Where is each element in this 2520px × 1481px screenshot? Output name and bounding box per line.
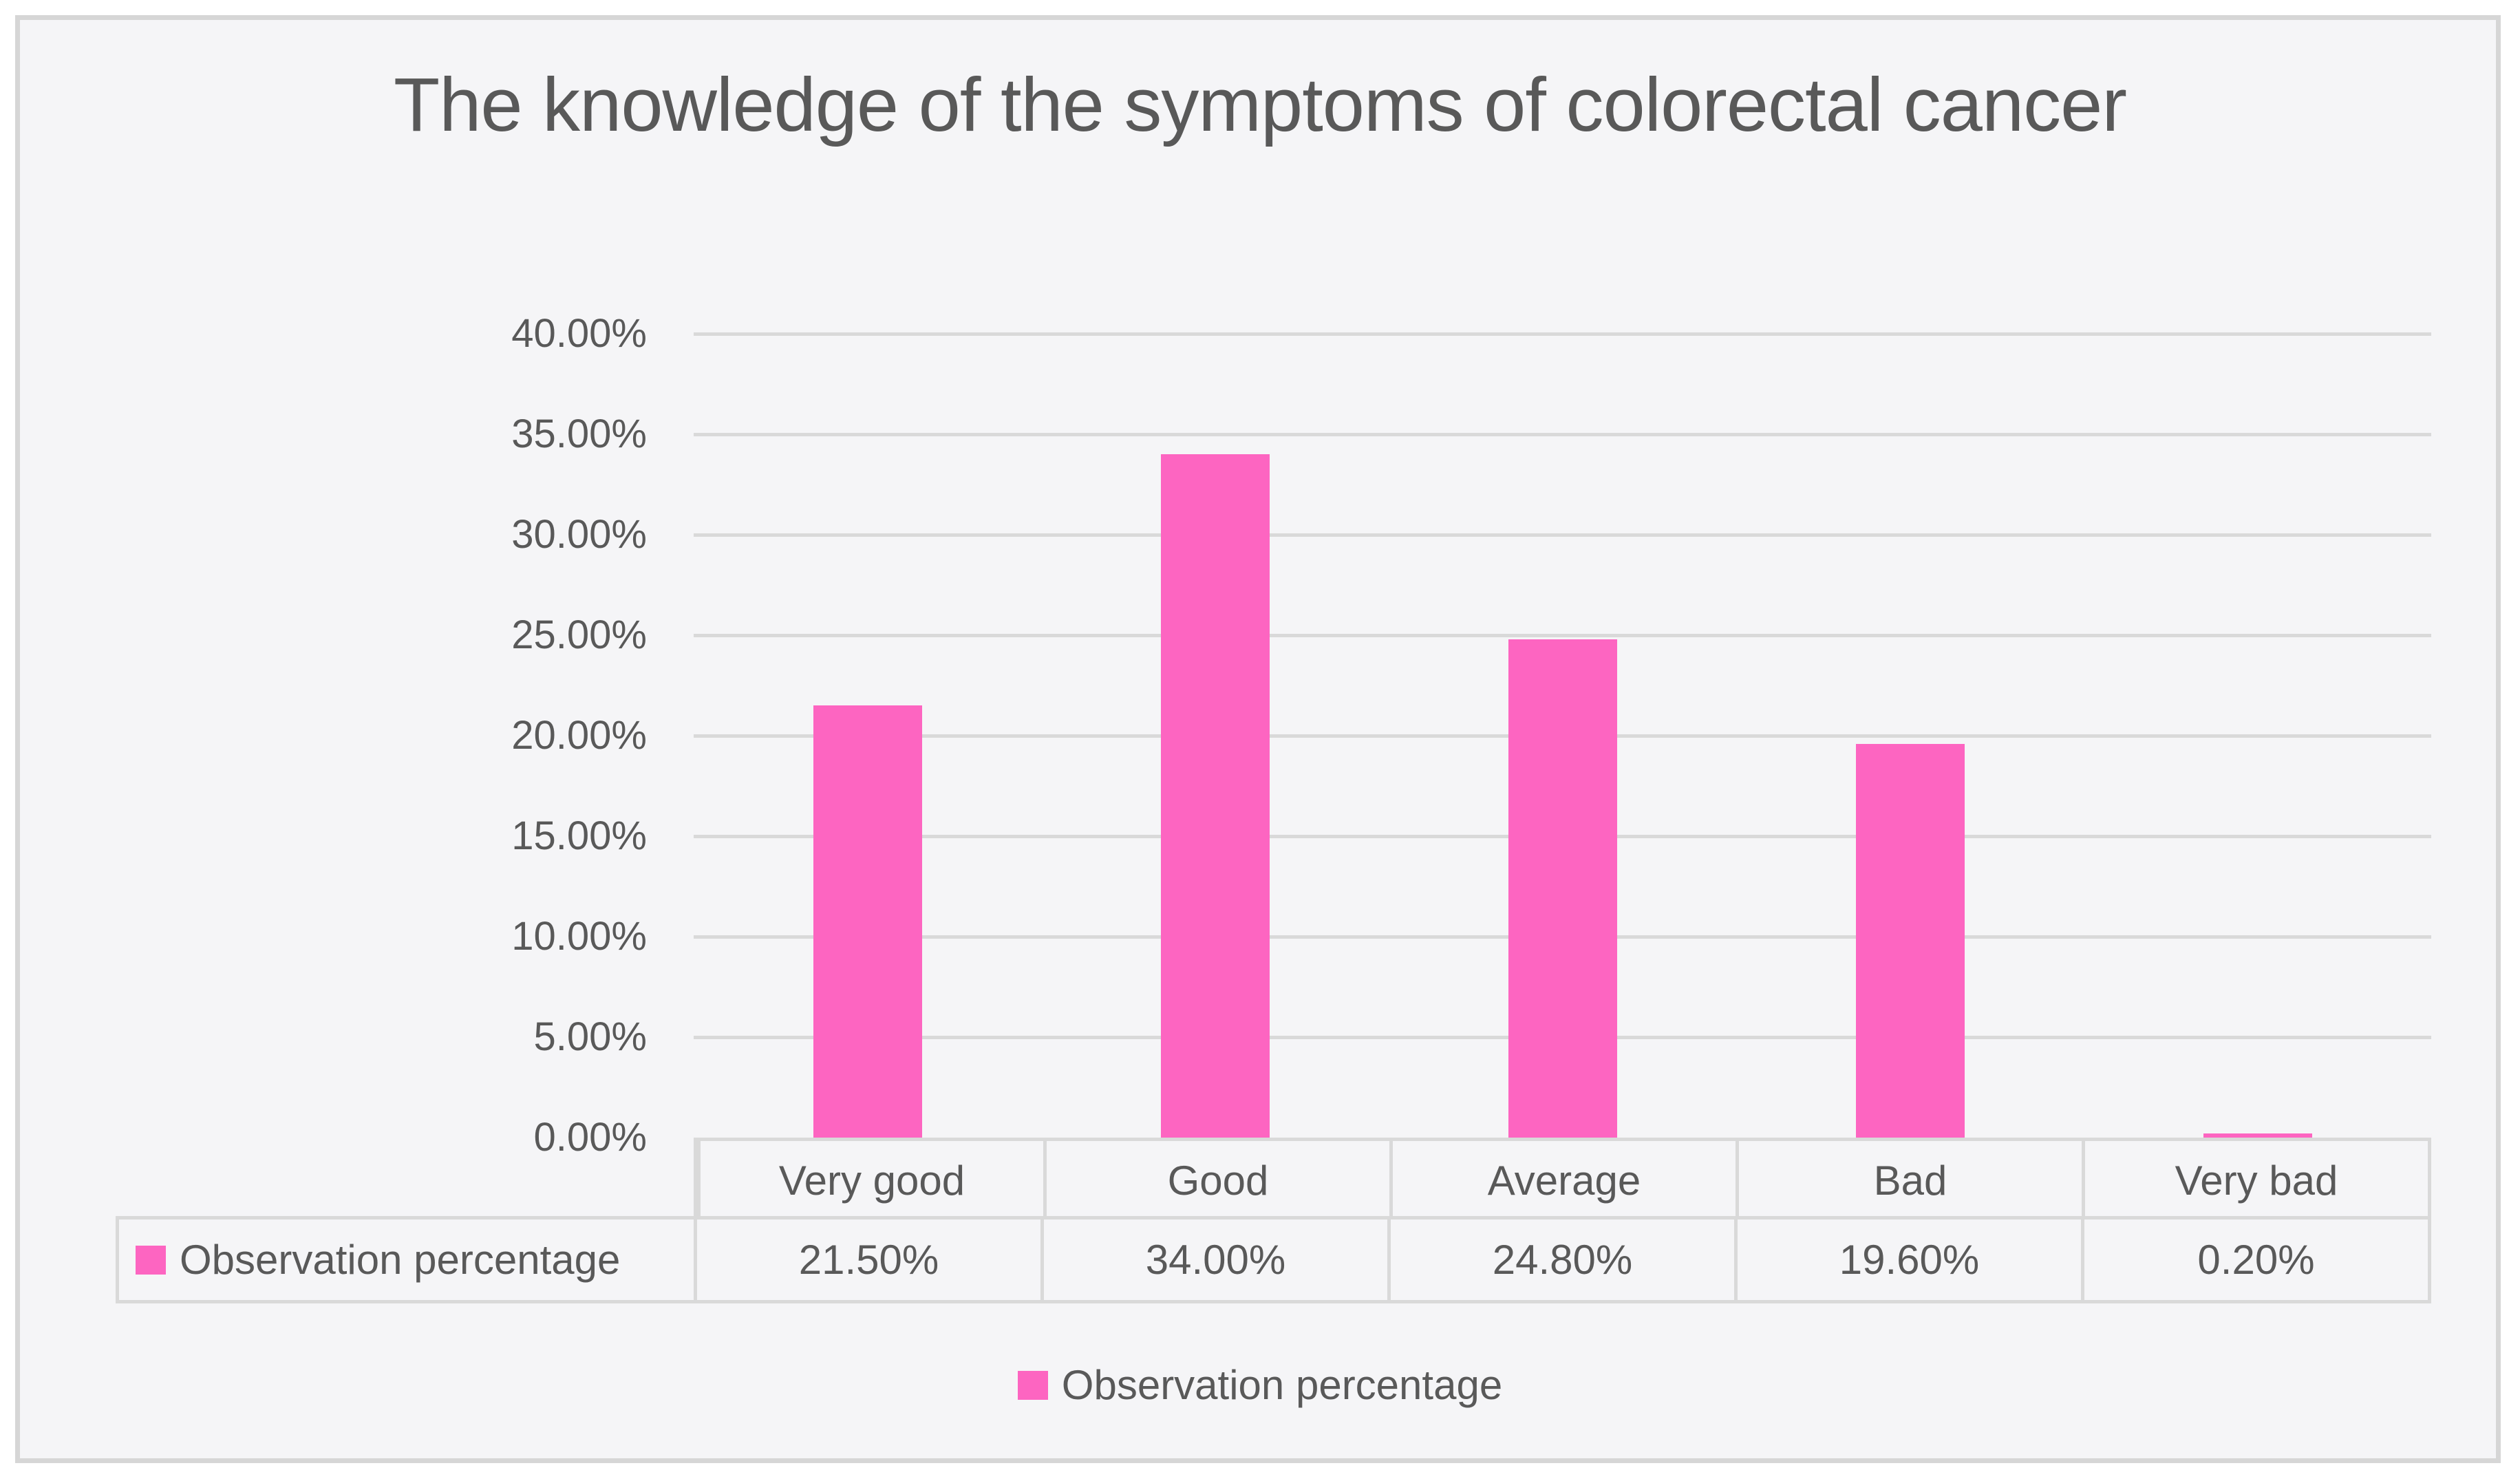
series-key-swatch-icon [136,1245,166,1275]
data-table-category-cell: Very good [697,1141,1043,1219]
data-table-value-row: Observation percentage 21.50% 34.00% 24.80… [116,1216,2431,1303]
legend-label: Observation percentage [1061,1362,1503,1408]
bar [2203,1133,2312,1138]
y-axis-tick-label: 20.00% [511,713,647,758]
y-axis-tick-label: 30.00% [511,512,647,557]
y-axis-tick-label: 40.00% [511,311,647,356]
y-axis-tick-label: 0.00% [533,1115,647,1160]
y-axis-tick-label: 35.00% [511,412,647,456]
y-axis-tick-label: 15.00% [511,813,647,858]
data-table-value-cells: 21.50% 34.00% 24.80% 19.60% 0.20% [694,1219,2428,1300]
bar-series [694,334,2431,1138]
bar [1160,454,1270,1138]
data-table-value-cell: 34.00% [1040,1219,1387,1300]
data-table-category-cell: Good [1043,1141,1389,1219]
data-table-header-row: Very good Good Average Bad Very bad [694,1138,2431,1219]
gridline [694,332,2431,336]
gridline [694,533,2431,537]
legend-key-swatch-icon [1017,1370,1048,1400]
y-axis-tick-label: 10.00% [511,914,647,959]
legend: Observation percentage [0,1361,2520,1409]
data-table-value-cell: 21.50% [694,1219,1040,1300]
gridline [694,634,2431,637]
bar [813,705,922,1138]
bar [1508,639,1617,1138]
data-table-category-cell: Average [1389,1141,1736,1219]
data-table-value-cell: 24.80% [1387,1219,1734,1300]
y-axis: 40.00% 35.00% 30.00% 25.00% 20.00% 15.00% 10.0… [0,311,647,1160]
y-axis-tick-label: 25.00% [511,612,647,657]
gridline [694,433,2431,436]
bar [1855,743,1965,1138]
series-name-label: Observation percentage [180,1237,621,1283]
plot-area [694,332,2431,1138]
data-table-category-cell: Bad [1736,1141,2082,1219]
data-table-legend-cell: Observation percentage [119,1219,694,1300]
data-table-value-cell: 19.60% [1734,1219,2081,1300]
data-table-value-cell: 0.20% [2081,1219,2428,1300]
y-axis-tick-label: 5.00% [533,1014,647,1059]
chart-title: The knowledge of the symptoms of colorec… [394,63,2127,147]
data-table-category-cell: Very bad [2082,1141,2428,1219]
